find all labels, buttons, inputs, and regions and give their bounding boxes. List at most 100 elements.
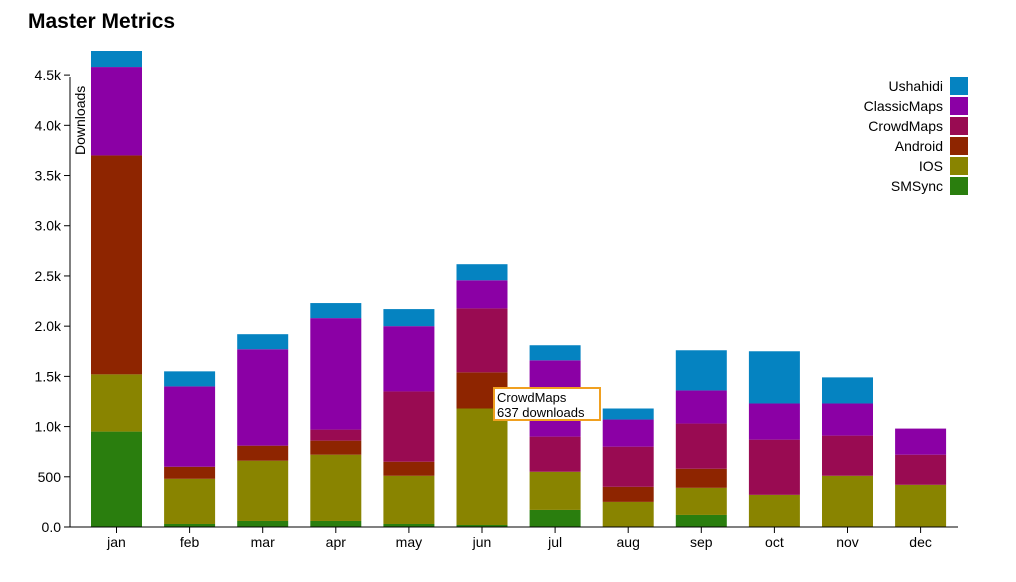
bar-classicmaps-apr[interactable] (310, 318, 362, 430)
tooltip: CrowdMaps 637 downloads (493, 387, 601, 421)
bar-crowdmaps-jul[interactable] (529, 436, 581, 472)
bar-classicmaps-dec[interactable] (895, 428, 947, 455)
y-axis-label: Downloads (72, 86, 88, 155)
bar-crowdmaps-oct[interactable] (748, 439, 800, 495)
bar-crowdmaps-may[interactable] (383, 391, 435, 462)
bar-classicmaps-sep[interactable] (675, 390, 727, 424)
bar-smsync-mar[interactable] (237, 520, 289, 527)
legend-label: CrowdMaps (868, 118, 943, 134)
bar-smsync-sep[interactable] (675, 514, 727, 527)
bar-ios-sep[interactable] (675, 487, 727, 515)
bar-classicmaps-mar[interactable] (237, 349, 289, 446)
legend-swatch (950, 137, 968, 155)
bar-classicmaps-nov[interactable] (822, 403, 873, 436)
bar-classicmaps-jan[interactable] (91, 67, 142, 156)
bar-ios-mar[interactable] (237, 460, 289, 521)
bar-ushahidi-mar[interactable] (237, 334, 289, 350)
tooltip-value: 637 downloads (497, 405, 585, 420)
legend-item-crowdmaps[interactable]: CrowdMaps (868, 117, 968, 135)
chart-title: Master Metrics (28, 10, 176, 33)
legend-item-classicmaps[interactable]: ClassicMaps (864, 97, 968, 115)
tooltip-series: CrowdMaps (497, 390, 567, 405)
bar-classicmaps-may[interactable] (383, 326, 435, 392)
x-tick-label-mar: mar (251, 534, 275, 550)
bar-classicmaps-aug[interactable] (602, 419, 654, 447)
bar-crowdmaps-apr[interactable] (310, 429, 362, 441)
x-tick-label-may: may (396, 534, 422, 550)
y-tick-label: 500 (38, 469, 62, 485)
bar-crowdmaps-jun[interactable] (456, 308, 508, 373)
bar-ios-nov[interactable] (822, 475, 873, 527)
bar-classicmaps-feb[interactable] (164, 386, 216, 467)
bar-ios-apr[interactable] (310, 454, 362, 521)
bar-crowdmaps-sep[interactable] (675, 423, 727, 469)
bar-ios-dec[interactable] (895, 484, 947, 527)
x-tick-label-dec: dec (909, 534, 932, 550)
bar-smsync-jan[interactable] (91, 431, 142, 527)
bar-smsync-jul[interactable] (529, 509, 581, 527)
legend-item-ushahidi[interactable]: Ushahidi (889, 77, 968, 95)
bar-android-apr[interactable] (310, 440, 362, 455)
bar-ios-jun[interactable] (456, 408, 508, 525)
x-axis: jan feb mar apr may jun jul aug sep oct nov dec (70, 526, 958, 550)
legend-swatch (950, 77, 968, 95)
x-tick-label-jul: jul (547, 534, 562, 550)
y-tick-label: 0.0 (42, 519, 62, 535)
legend-label: Ushahidi (889, 78, 943, 94)
x-tick-label-oct: oct (765, 534, 784, 550)
legend-item-smsync[interactable]: SMSync (891, 177, 968, 195)
bar-smsync-apr[interactable] (310, 520, 362, 527)
x-tick-label-apr: apr (326, 534, 347, 550)
x-tick-label-jan: jan (106, 534, 126, 550)
bar-ushahidi-nov[interactable] (822, 377, 873, 404)
legend-label: ClassicMaps (864, 98, 943, 114)
bar-ushahidi-jul[interactable] (529, 345, 581, 361)
bar-ios-oct[interactable] (748, 494, 800, 527)
legend-label: SMSync (891, 178, 943, 194)
bar-classicmaps-jun[interactable] (456, 280, 508, 309)
y-tick-label: 3.5k (35, 168, 62, 184)
bar-ushahidi-aug[interactable] (602, 408, 654, 420)
y-tick-label: 4.0k (35, 117, 62, 133)
legend-label: IOS (919, 158, 943, 174)
x-tick-label-feb: feb (180, 534, 200, 550)
legend-swatch (950, 177, 968, 195)
bar-ios-jan[interactable] (91, 374, 142, 432)
bar-android-aug[interactable] (602, 486, 654, 502)
legend-swatch (950, 117, 968, 135)
bar-ios-aug[interactable] (602, 501, 654, 527)
bar-ushahidi-may[interactable] (383, 309, 435, 327)
bar-smsync-feb[interactable] (164, 523, 216, 527)
bar-crowdmaps-dec[interactable] (895, 454, 947, 485)
bar-android-jan[interactable] (91, 155, 142, 375)
bar-ushahidi-sep[interactable] (675, 350, 727, 391)
bar-android-may[interactable] (383, 461, 435, 476)
x-tick-label-jun: jun (472, 534, 492, 550)
bar-crowdmaps-nov[interactable] (822, 435, 873, 476)
bar-ushahidi-apr[interactable] (310, 303, 362, 319)
y-tick-label: 2.5k (35, 268, 62, 284)
x-tick-label-nov: nov (836, 534, 859, 550)
legend-label: Android (895, 138, 943, 154)
bar-classicmaps-oct[interactable] (748, 403, 800, 440)
bar-crowdmaps-aug[interactable] (602, 446, 654, 487)
legend-item-android[interactable]: Android (895, 137, 968, 155)
y-tick-label: 1.0k (35, 419, 62, 435)
bar-ios-jul[interactable] (529, 471, 581, 510)
bar-ios-may[interactable] (383, 475, 435, 524)
x-tick-label-aug: aug (617, 534, 640, 550)
bar-smsync-jun[interactable] (456, 524, 508, 527)
bar-ios-feb[interactable] (164, 478, 216, 524)
bar-ushahidi-oct[interactable] (748, 351, 800, 404)
bar-android-feb[interactable] (164, 466, 216, 479)
bar-android-mar[interactable] (237, 445, 289, 461)
bar-ushahidi-feb[interactable] (164, 371, 216, 387)
bar-smsync-may[interactable] (383, 523, 435, 527)
y-tick-label: 4.5k (35, 67, 62, 83)
bar-ushahidi-jan[interactable] (91, 51, 142, 68)
bar-android-sep[interactable] (675, 468, 727, 488)
legend-item-ios[interactable]: IOS (919, 157, 968, 175)
x-tick-label-sep: sep (690, 534, 713, 550)
bar-ushahidi-jun[interactable] (456, 264, 508, 281)
